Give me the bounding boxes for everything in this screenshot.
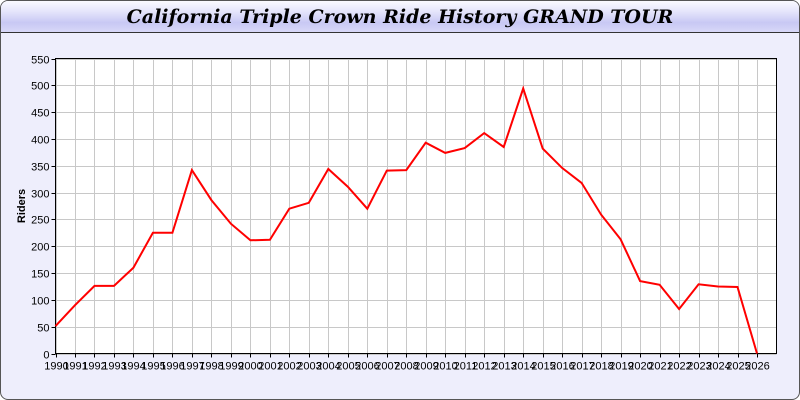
title-bar: California Triple Crown Ride History GRA… [1, 1, 799, 33]
y-axis-label: Riders [16, 189, 28, 223]
series-line [54, 85, 758, 354]
x-tick-label: 2018 [589, 361, 613, 373]
y-tick-label: 100 [31, 296, 49, 308]
x-tick-label: 2024 [706, 361, 730, 373]
x-tick-label: 2015 [531, 361, 555, 373]
x-tick-label: 2008 [394, 361, 418, 373]
x-tick-label: 1999 [219, 361, 243, 373]
x-tick-label: 2016 [550, 361, 574, 373]
y-axis: 0 50 100 150 200 250 300 350 400 450 500 550 [31, 55, 56, 362]
y-tick-label: 500 [31, 81, 49, 93]
grid [55, 58, 777, 355]
x-tick-label: 2007 [375, 361, 399, 373]
x-tick-label: 1996 [160, 361, 184, 373]
x-tick-label: 2012 [472, 361, 496, 373]
x-tick-label: 2013 [492, 361, 516, 373]
x-tick-label: 2010 [433, 361, 457, 373]
x-tick-label: 2014 [511, 361, 535, 373]
x-tick-label: 1992 [82, 361, 106, 373]
x-tick-label: 2011 [454, 361, 478, 373]
plot-background [55, 58, 777, 354]
x-tick-label: 2025 [726, 361, 750, 373]
chart-title: California Triple Crown Ride History GRA… [126, 6, 674, 28]
x-tick-label: 2026 [745, 361, 769, 373]
x-tick-label: 2002 [277, 361, 301, 373]
x-tick-label: 1994 [121, 361, 145, 373]
x-tick-label: 2017 [570, 361, 594, 373]
y-tick-label: 400 [31, 135, 49, 147]
x-tick-label: 2021 [648, 361, 672, 373]
x-tick-label: 1997 [180, 361, 204, 373]
x-tick-label: 2019 [609, 361, 633, 373]
x-tick-label: 1993 [102, 361, 126, 373]
y-tick-label: 200 [31, 242, 49, 254]
x-tick-label: 2006 [355, 361, 379, 373]
y-tick-label: 150 [31, 269, 49, 281]
x-tick-label: 1990 [44, 361, 68, 373]
y-tick-label: 0 [43, 350, 49, 362]
x-tick-label: 1995 [141, 361, 165, 373]
x-tick-label: 2005 [336, 361, 360, 373]
x-tick-label: 2000 [238, 361, 262, 373]
x-tick-label: 2020 [628, 361, 652, 373]
y-tick-label: 250 [31, 215, 49, 227]
x-tick-label: 2023 [687, 361, 711, 373]
x-tick-label: 2003 [297, 361, 321, 373]
x-tick-label: 2001 [258, 361, 282, 373]
x-tick-label: 1998 [199, 361, 223, 373]
data-points [55, 88, 758, 354]
x-tick-label: 2022 [667, 361, 691, 373]
y-tick-label: 300 [31, 189, 49, 201]
x-tick-label: 2009 [414, 361, 438, 373]
x-tick-label: 1991 [63, 361, 87, 373]
plot-area-border [55, 58, 777, 354]
y-tick-label: 450 [31, 108, 49, 120]
y-tick-label: 50 [37, 323, 49, 335]
y-tick-label: 550 [31, 55, 49, 67]
x-tick-label: 2004 [316, 361, 340, 373]
x-axis: 1990199119921993199419951996199719981999… [44, 353, 770, 373]
y-tick-label: 350 [31, 162, 49, 174]
